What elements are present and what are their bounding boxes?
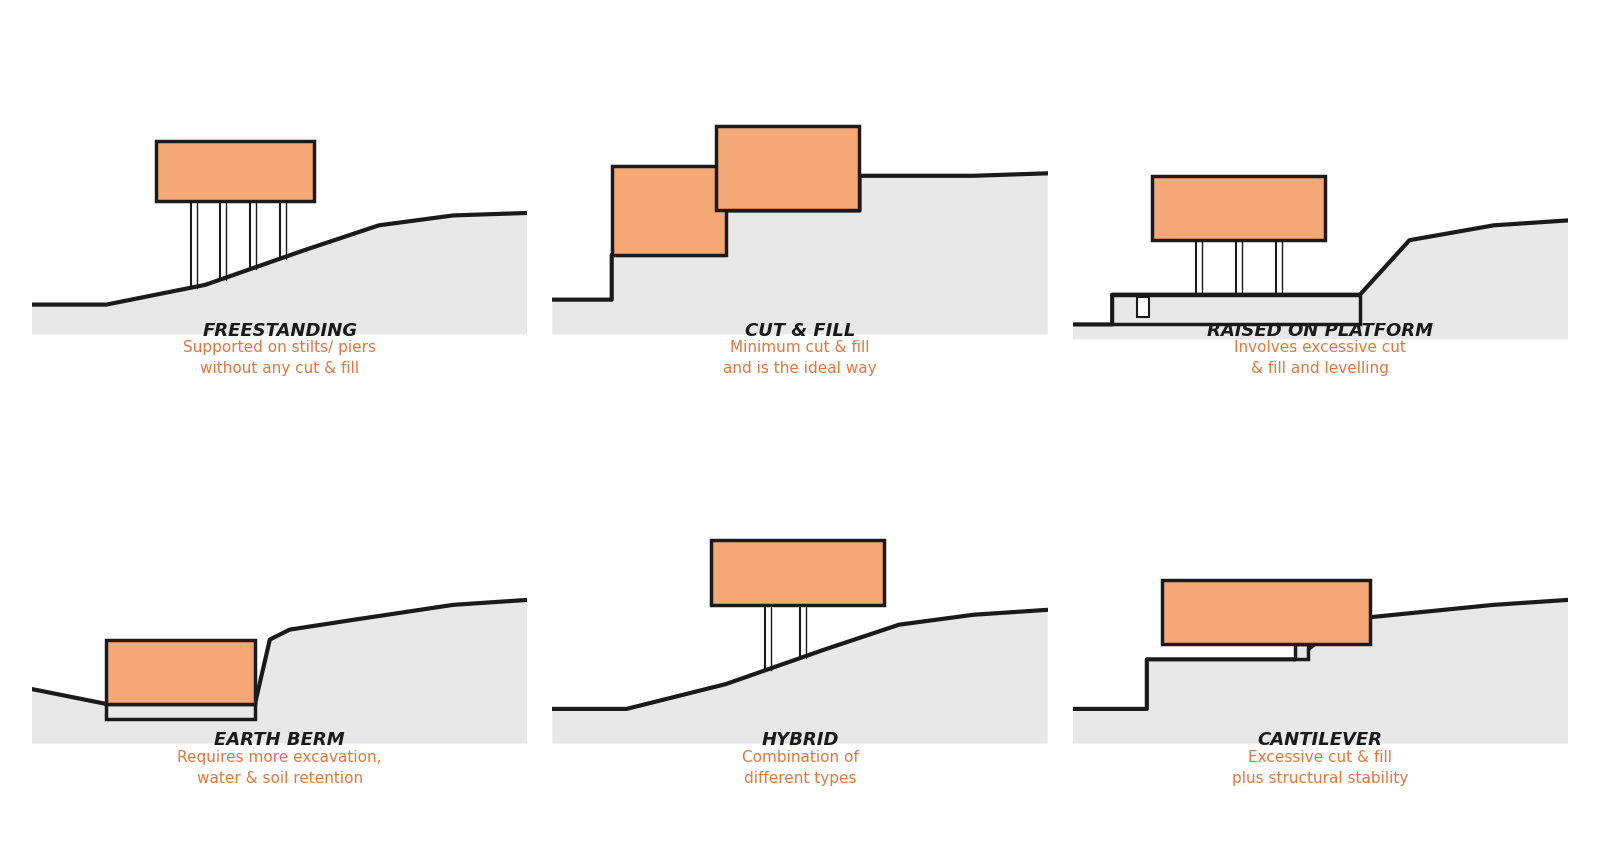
Polygon shape [1072, 600, 1568, 744]
FancyBboxPatch shape [1162, 580, 1370, 644]
Text: Minimum cut & fill
and is the ideal way: Minimum cut & fill and is the ideal way [723, 340, 877, 377]
Polygon shape [552, 173, 1048, 334]
Polygon shape [106, 704, 254, 719]
Text: CANTILEVER: CANTILEVER [1258, 731, 1382, 749]
FancyBboxPatch shape [715, 127, 859, 211]
Polygon shape [32, 600, 528, 744]
FancyBboxPatch shape [1296, 644, 1307, 660]
FancyBboxPatch shape [611, 166, 726, 255]
Text: FREESTANDING: FREESTANDING [202, 322, 357, 340]
Text: EARTH BERM: EARTH BERM [214, 731, 346, 749]
Text: CUT & FILL: CUT & FILL [746, 322, 854, 340]
Text: HYBRID: HYBRID [762, 731, 838, 749]
FancyBboxPatch shape [155, 141, 315, 201]
Text: Involves excessive cut
& fill and levelling: Involves excessive cut & fill and levell… [1234, 340, 1406, 377]
FancyBboxPatch shape [1138, 298, 1149, 317]
FancyBboxPatch shape [1112, 295, 1360, 325]
Polygon shape [32, 213, 528, 334]
FancyBboxPatch shape [1152, 176, 1325, 241]
Text: Supported on stilts/ piers
without any cut & fill: Supported on stilts/ piers without any c… [184, 340, 376, 377]
Text: Combination of
different types: Combination of different types [742, 750, 858, 785]
FancyBboxPatch shape [106, 639, 254, 704]
Text: Excessive cut & fill
plus structural stability: Excessive cut & fill plus structural sta… [1232, 750, 1408, 785]
Polygon shape [552, 609, 1048, 744]
Polygon shape [1072, 220, 1568, 339]
FancyBboxPatch shape [710, 541, 885, 605]
Text: Requires more excavation,
water & soil retention: Requires more excavation, water & soil r… [178, 750, 382, 785]
Text: RAISED ON PLATFORM: RAISED ON PLATFORM [1208, 322, 1434, 340]
